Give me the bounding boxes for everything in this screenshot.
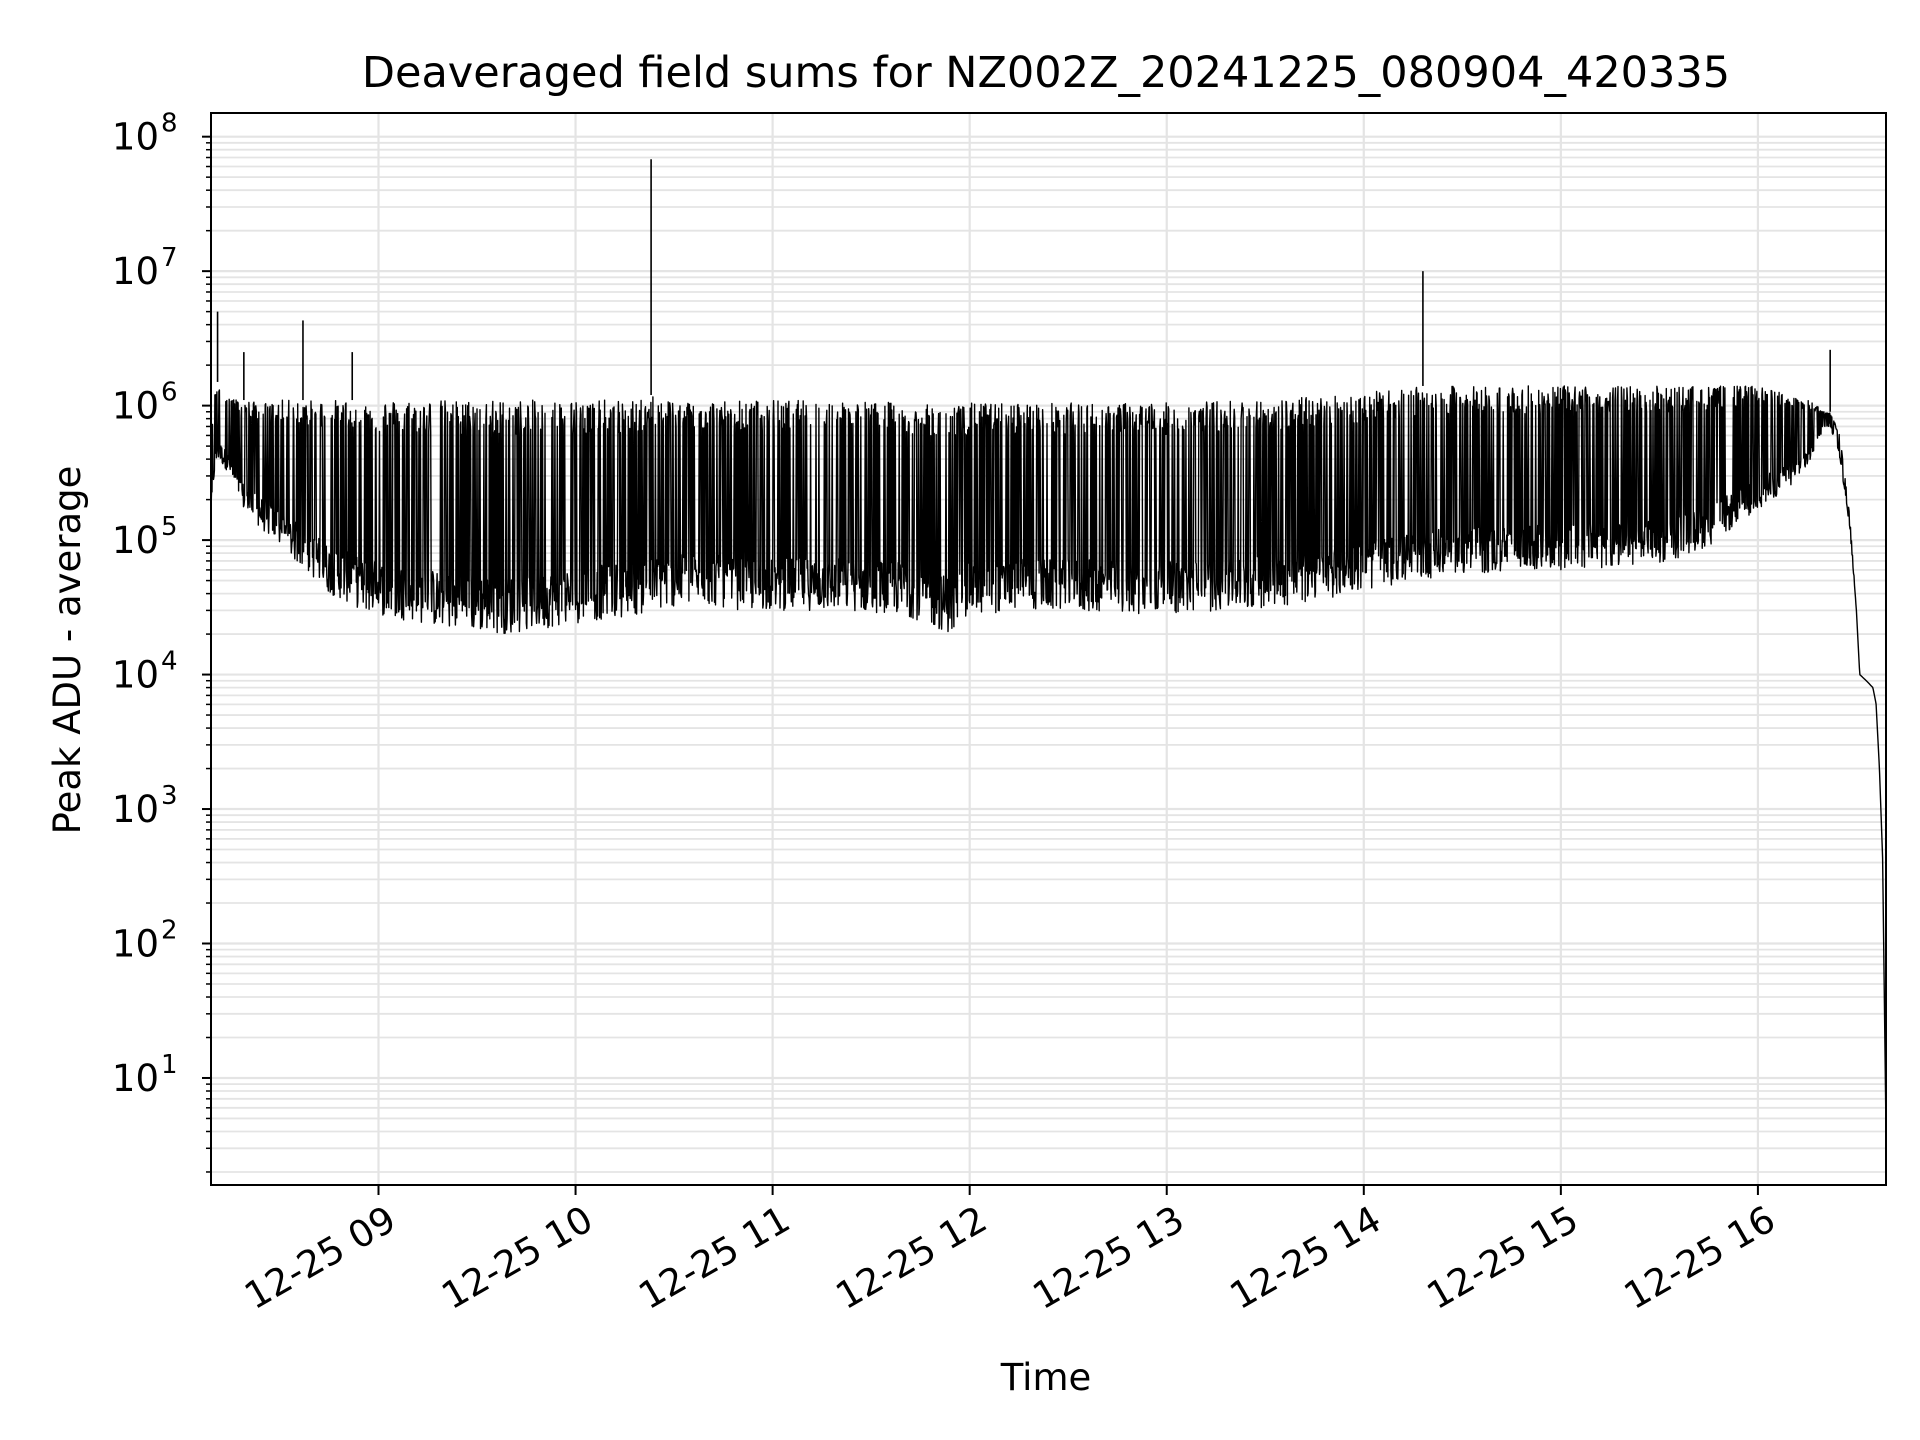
- data-line: [210, 385, 1887, 1132]
- y-tick-exponent: 4: [161, 647, 178, 677]
- y-tick-label: 10: [112, 788, 159, 831]
- y-tick-exponent: 6: [161, 378, 178, 408]
- grid: [211, 113, 1886, 1185]
- y-tick-exponent: 8: [161, 109, 178, 139]
- y-tick-exponent: 3: [161, 781, 178, 811]
- y-tick-label: 10: [112, 654, 159, 697]
- chart-title: Deaveraged field sums for NZ002Z_2024122…: [362, 48, 1730, 98]
- y-tick-label: 10: [112, 1057, 159, 1100]
- y-axis-label: Peak ADU - average: [46, 466, 89, 835]
- y-tick-label: 10: [112, 519, 159, 562]
- y-tick-label: 10: [112, 116, 159, 159]
- y-tick-exponent: 5: [161, 512, 178, 542]
- x-axis-label: Time: [1000, 1356, 1092, 1399]
- y-tick-label: 10: [112, 923, 159, 966]
- y-tick-label: 10: [112, 250, 159, 293]
- data-series: [210, 159, 1887, 1132]
- plot-frame: [210, 112, 1887, 1186]
- y-tick-exponent: 2: [161, 916, 178, 946]
- y-tick-label: 10: [112, 385, 159, 428]
- y-tick-exponent: 7: [161, 243, 178, 273]
- y-tick-exponent: 1: [161, 1050, 178, 1080]
